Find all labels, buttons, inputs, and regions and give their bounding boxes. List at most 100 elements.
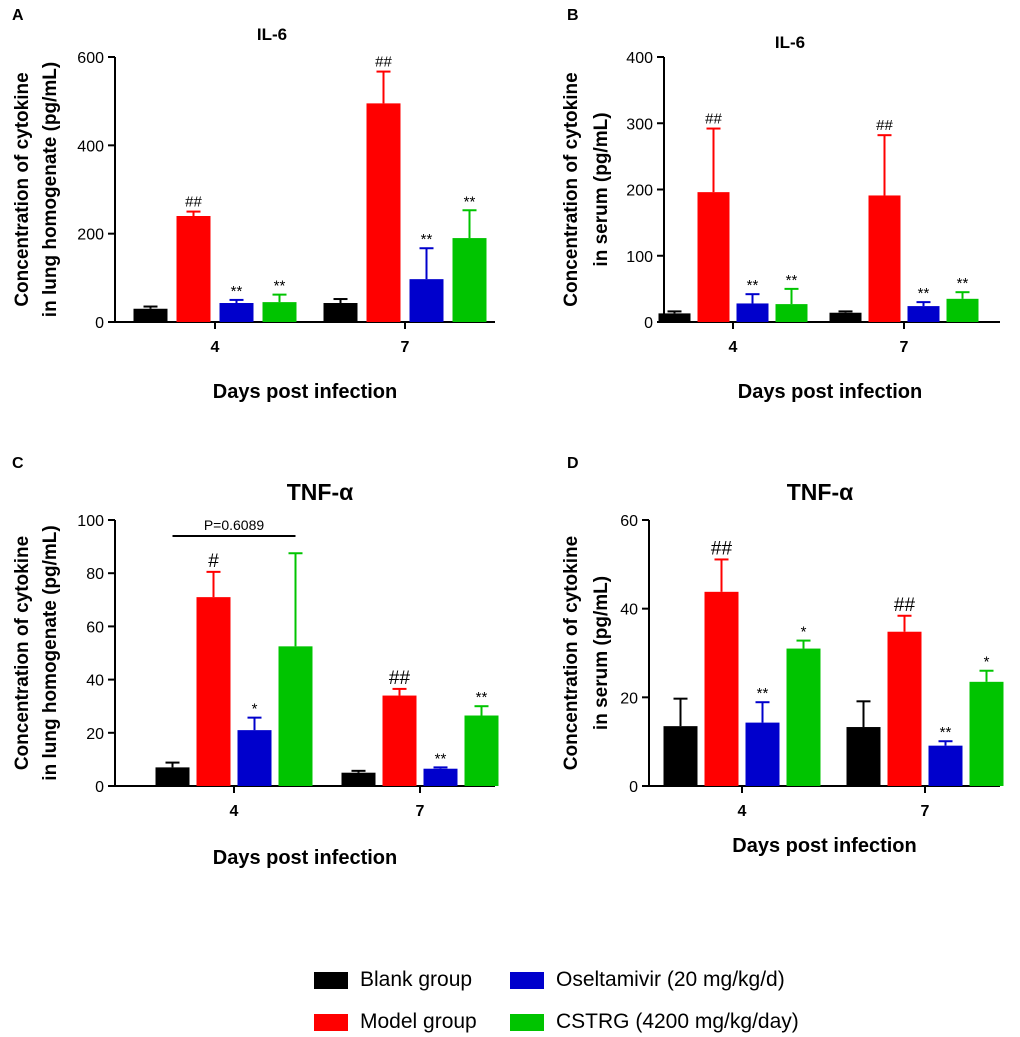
legend-item-model: Model group bbox=[314, 1007, 477, 1037]
panel-c: C TNF-α 0 20 40 60 80 100 4 7 Days post infection C… bbox=[12, 455, 499, 869]
significance-mark: # bbox=[208, 551, 219, 572]
x-tick-label: 7 bbox=[401, 339, 410, 356]
y-tick-label: 400 bbox=[626, 50, 653, 67]
x-tick-label: 4 bbox=[738, 803, 747, 820]
legend-item-blank: Blank group bbox=[314, 965, 472, 995]
x-axis-label: Days post infection bbox=[738, 381, 922, 403]
y-axis-label-line: in serum (pg/mL) bbox=[591, 112, 612, 266]
y-tick-label: 100 bbox=[77, 513, 104, 530]
y-tick-label: 60 bbox=[86, 619, 104, 636]
y-tick-label: 100 bbox=[626, 249, 653, 266]
bar bbox=[219, 303, 254, 322]
bar bbox=[262, 302, 297, 322]
significance-mark: ** bbox=[435, 750, 447, 767]
bar bbox=[382, 695, 417, 786]
bar bbox=[237, 730, 272, 786]
significance-mark: ## bbox=[375, 54, 392, 71]
bar bbox=[366, 103, 401, 322]
x-tick-label: 7 bbox=[900, 339, 909, 356]
x-tick-label: 7 bbox=[921, 803, 930, 820]
significance-mark: ** bbox=[747, 277, 759, 294]
significance-mark: ** bbox=[957, 275, 969, 292]
panel-letter: C bbox=[12, 455, 24, 472]
bar bbox=[323, 303, 358, 322]
x-tick-label: 7 bbox=[416, 803, 425, 820]
y-tick-label: 600 bbox=[77, 50, 104, 67]
chart-title: IL-6 bbox=[257, 25, 287, 44]
bar bbox=[663, 726, 698, 786]
bar bbox=[658, 313, 691, 322]
y-tick-label: 200 bbox=[626, 183, 653, 200]
bar bbox=[452, 238, 487, 322]
bar bbox=[704, 591, 739, 786]
y-axis-label-line: in lung homogenate (pg/mL) bbox=[40, 62, 61, 317]
x-tick-label: 4 bbox=[230, 803, 239, 820]
y-tick-label: 20 bbox=[620, 690, 638, 707]
y-axis-label-line: Concentration of cytokine bbox=[12, 72, 33, 306]
legend-swatch-oseltamivir bbox=[510, 971, 544, 989]
legend-label-cstrg: CSTRG (4200 mg/kg/day) bbox=[556, 1010, 799, 1033]
chart-title: IL-6 bbox=[775, 33, 805, 52]
legend-item-oseltamivir: Oseltamivir (20 mg/kg/d) bbox=[510, 965, 785, 995]
panel-b: B IL-6 0 100 200 300 400 4 7 Days post infection C… bbox=[561, 7, 1000, 403]
bar bbox=[745, 722, 780, 786]
bracket-label: P=0.6089 bbox=[204, 517, 265, 533]
significance-mark: * bbox=[984, 654, 990, 671]
bar bbox=[423, 768, 458, 786]
bar bbox=[946, 298, 979, 322]
bar bbox=[887, 631, 922, 786]
legend-swatch-blank bbox=[314, 971, 348, 989]
y-tick-label: 40 bbox=[86, 673, 104, 690]
legend-swatch-model bbox=[314, 1013, 348, 1031]
legend-label-oseltamivir: Oseltamivir (20 mg/kg/d) bbox=[556, 968, 785, 991]
y-tick-label: 0 bbox=[95, 315, 104, 332]
bar bbox=[196, 597, 231, 786]
bar bbox=[176, 216, 211, 322]
significance-mark: ** bbox=[918, 285, 930, 302]
y-axis-label-line: in lung homogenate (pg/mL) bbox=[40, 525, 61, 780]
y-tick-label: 400 bbox=[77, 138, 104, 155]
significance-mark: ** bbox=[231, 283, 243, 300]
significance-mark: ** bbox=[940, 724, 952, 741]
y-tick-label: 300 bbox=[626, 116, 653, 133]
bar bbox=[155, 767, 190, 786]
panel-letter: D bbox=[567, 455, 579, 472]
y-tick-label: 0 bbox=[629, 779, 638, 796]
significance-mark: ## bbox=[894, 595, 916, 616]
y-tick-label: 200 bbox=[77, 227, 104, 244]
bar bbox=[868, 195, 901, 322]
significance-mark: ## bbox=[185, 194, 202, 211]
bar bbox=[341, 772, 376, 786]
bar bbox=[133, 308, 168, 322]
bar bbox=[697, 192, 730, 322]
x-tick-label: 4 bbox=[729, 339, 738, 356]
panel-a: A IL-6 0 200 400 600 4 7 Days post infection Conc… bbox=[12, 7, 495, 403]
y-tick-label: 20 bbox=[86, 726, 104, 743]
y-axis-label-line: Concentration of cytokine bbox=[561, 72, 582, 306]
chart-title: TNF-α bbox=[787, 479, 854, 505]
x-axis-label: Days post infection bbox=[213, 847, 397, 869]
bar bbox=[846, 727, 881, 786]
y-tick-label: 60 bbox=[620, 513, 638, 530]
panel-letter: B bbox=[567, 7, 579, 24]
legend-label-model: Model group bbox=[360, 1010, 477, 1033]
bar bbox=[278, 646, 313, 786]
significance-mark: ## bbox=[705, 111, 722, 128]
significance-mark: ## bbox=[389, 668, 411, 689]
significance-mark: ** bbox=[421, 231, 433, 248]
x-axis-label: Days post infection bbox=[732, 835, 916, 857]
bar bbox=[736, 303, 769, 322]
legend-item-cstrg: CSTRG (4200 mg/kg/day) bbox=[510, 1007, 799, 1037]
significance-mark: ** bbox=[476, 689, 488, 706]
significance-mark: * bbox=[801, 624, 807, 641]
bar bbox=[464, 715, 499, 786]
significance-mark: ** bbox=[786, 272, 798, 289]
bar bbox=[786, 648, 821, 786]
bar bbox=[928, 745, 963, 786]
x-axis-label: Days post infection bbox=[213, 381, 397, 403]
significance-mark: ## bbox=[876, 117, 893, 134]
bar bbox=[775, 304, 808, 322]
y-axis-label-line: Concentration of cytokine bbox=[12, 536, 33, 770]
legend-swatch-cstrg bbox=[510, 1013, 544, 1031]
